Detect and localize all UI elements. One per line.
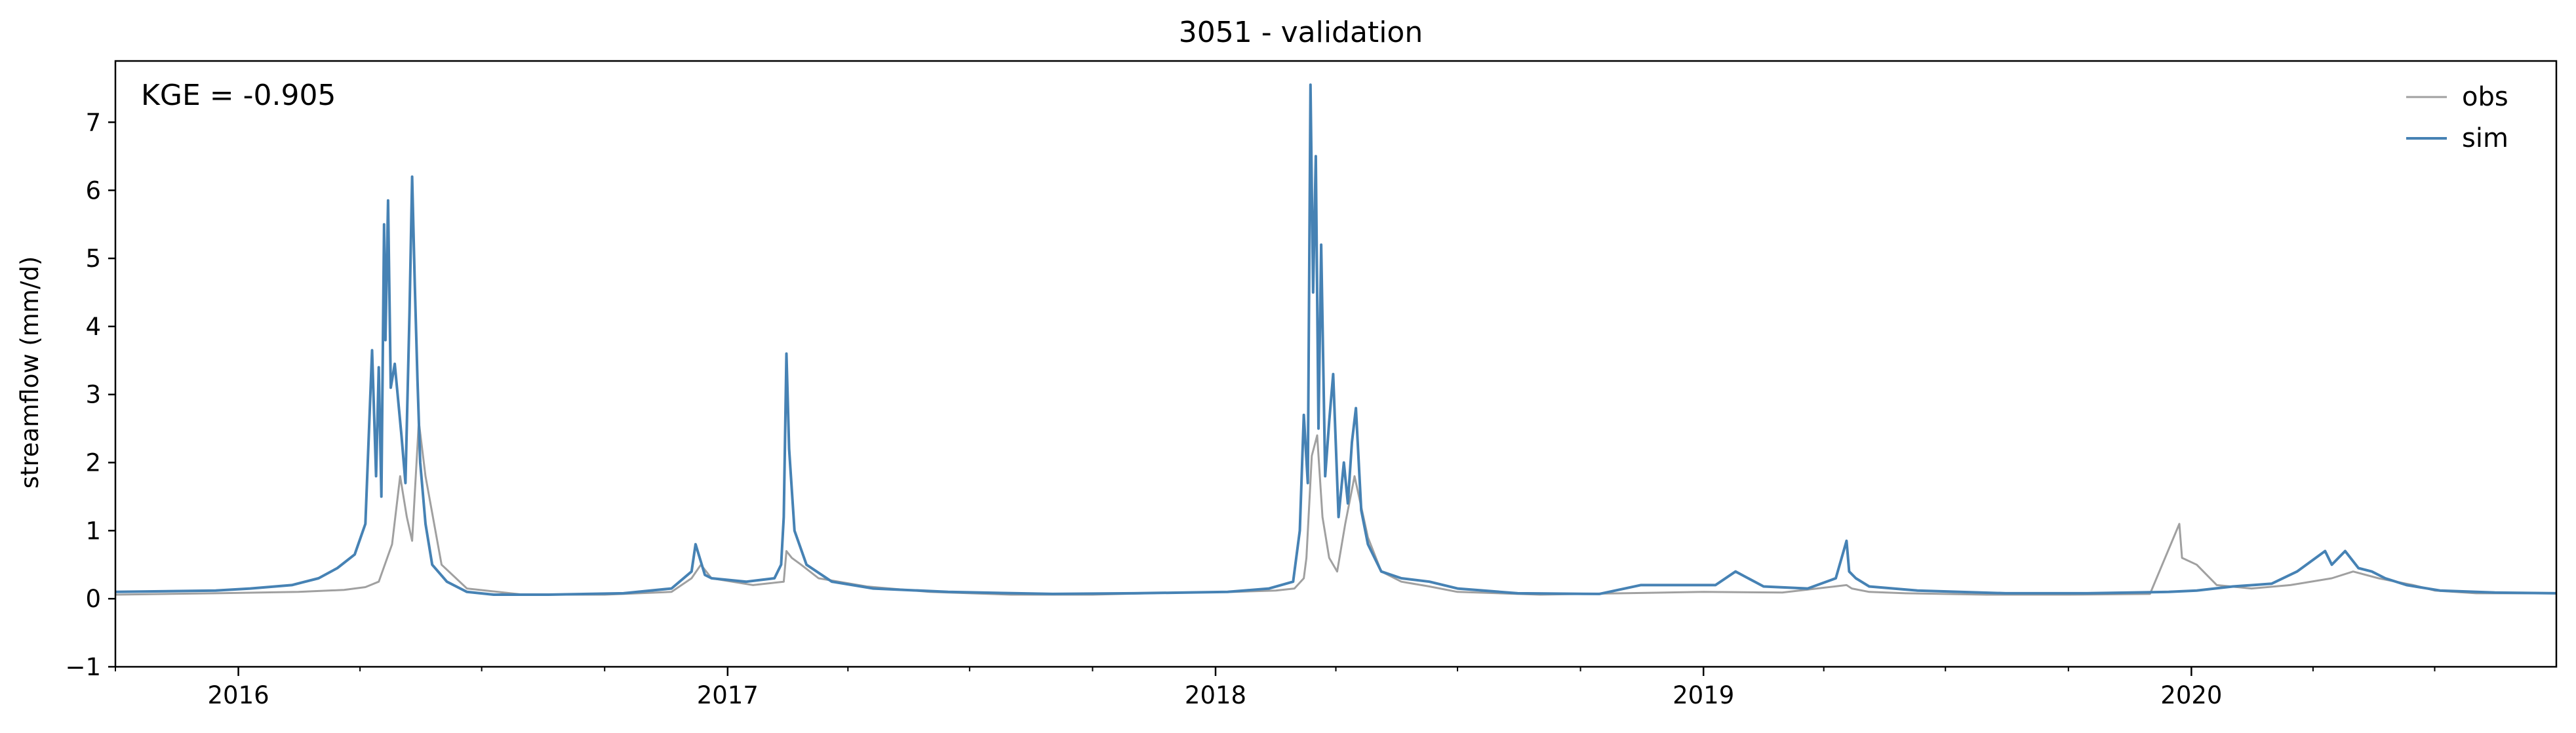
y-tick-label: 4 xyxy=(85,313,101,341)
x-tick-label: 2019 xyxy=(1673,681,1734,709)
y-tick-label: 7 xyxy=(85,108,101,136)
series-line-obs xyxy=(115,420,2556,596)
y-axis-label: streamflow (mm/d) xyxy=(16,256,44,489)
y-tick-label: 2 xyxy=(85,449,101,477)
legend: obs sim xyxy=(2406,82,2508,153)
y-tick-label: 3 xyxy=(85,381,101,409)
x-tick-label: 2016 xyxy=(207,681,269,709)
y-tick-label: −1 xyxy=(65,653,101,681)
series-line-sim xyxy=(115,83,2556,596)
y-tick-label: 6 xyxy=(85,176,101,205)
x-tick-label: 2017 xyxy=(697,681,759,709)
legend-label-sim: sim xyxy=(2462,123,2508,153)
legend-label-obs: obs xyxy=(2462,82,2508,112)
y-tick-label: 0 xyxy=(85,585,101,613)
y-tick-label: 5 xyxy=(85,245,101,273)
y-tick-label: 1 xyxy=(85,517,101,545)
kge-annotation: KGE = -0.905 xyxy=(141,79,336,112)
x-tick-label: 2018 xyxy=(1185,681,1246,709)
x-tick-label: 2020 xyxy=(2160,681,2222,709)
chart-title: 3051 - validation xyxy=(1179,16,1423,49)
